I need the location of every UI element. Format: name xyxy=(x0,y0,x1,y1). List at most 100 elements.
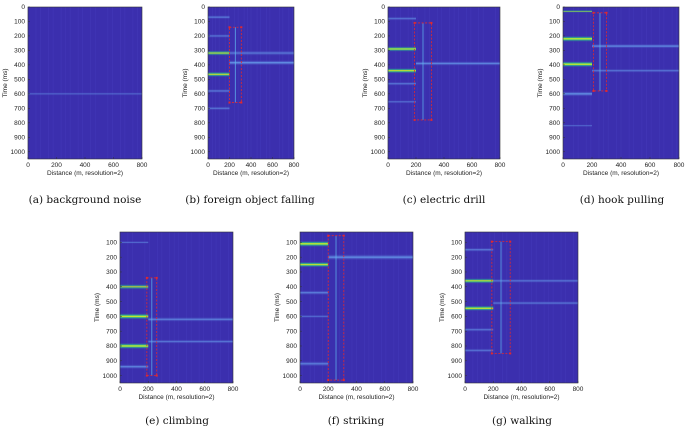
y-tick-label: 100 xyxy=(549,19,560,26)
y-axis-label: Time (ms) xyxy=(439,293,446,322)
x-axis-label: Distance (m, resolution=2) xyxy=(138,394,214,401)
intensity-band xyxy=(229,59,294,66)
x-axis-label: Distance (m, resolution=2) xyxy=(47,170,123,177)
annotation-box xyxy=(414,22,432,121)
panel-f: 0 200 400 600 800 100 200 300 400 500 600 700 800 900… xyxy=(274,231,419,427)
y-tick-label: 700 xyxy=(106,328,117,335)
panel-caption: (g) walking xyxy=(492,415,552,427)
panel-g: 0 200 400 600 800 100 200 300 400 500 600 700 800 900… xyxy=(439,231,584,427)
y-tick-label: 0 xyxy=(381,4,385,11)
x-tick-label: 800 xyxy=(573,386,584,393)
annotation-box xyxy=(146,277,158,376)
panel-b: 0 200 400 600 800 0 100 200 300 400 500 600 700 800 90… xyxy=(182,4,315,206)
x-tick-label: 0 xyxy=(206,162,210,169)
intensity-band xyxy=(208,88,230,94)
panel-caption: (a) background noise xyxy=(29,194,142,206)
annotation-corner xyxy=(490,240,493,243)
y-tick-label: 500 xyxy=(374,77,385,84)
x-tick-label: 0 xyxy=(561,162,565,169)
x-tick-label: 200 xyxy=(224,162,235,169)
intensity-band xyxy=(328,253,413,261)
annotation-corner xyxy=(327,234,330,237)
y-axis-label: Time (ms) xyxy=(94,293,101,322)
y-tick-label: 600 xyxy=(194,91,205,98)
x-tick-label: 800 xyxy=(289,162,300,169)
y-tick-label: 1000 xyxy=(371,149,386,156)
annotation-corner xyxy=(155,374,158,377)
x-tick-label: 200 xyxy=(411,162,422,169)
y-tick-label: 500 xyxy=(194,77,205,84)
x-axis-label: Distance (m, resolution=2) xyxy=(583,170,659,177)
y-tick-label: 1000 xyxy=(11,149,26,156)
annotation-box xyxy=(229,26,242,103)
annotation-corner xyxy=(228,26,231,29)
y-tick-label: 800 xyxy=(194,120,205,127)
intensity-band xyxy=(300,261,329,268)
x-axis-label: Distance (m, resolution=2) xyxy=(318,394,394,401)
y-tick-label: 600 xyxy=(451,314,462,321)
annotation-box xyxy=(491,241,511,354)
y-axis-label: Time (ms) xyxy=(537,68,544,97)
annotation-corner xyxy=(592,89,595,92)
x-tick-label: 400 xyxy=(351,386,362,393)
x-tick-label: 800 xyxy=(408,386,419,393)
y-tick-label: 100 xyxy=(194,19,205,26)
y-tick-label: 300 xyxy=(549,48,560,55)
y-axis-label: Time (ms) xyxy=(182,68,189,97)
y-tick-label: 600 xyxy=(286,314,297,321)
y-tick-label: 100 xyxy=(106,240,117,247)
heatmap-background xyxy=(120,232,233,383)
y-tick-label: 200 xyxy=(451,254,462,261)
intensity-band xyxy=(563,9,592,13)
annotation-corner xyxy=(605,11,608,14)
annotation-corner xyxy=(155,276,158,279)
intensity-band xyxy=(120,240,149,244)
y-tick-label: 0 xyxy=(21,4,25,11)
x-tick-label: 400 xyxy=(246,162,257,169)
y-tick-label: 900 xyxy=(549,134,560,141)
y-tick-label: 500 xyxy=(549,77,560,84)
x-tick-label: 0 xyxy=(298,386,302,393)
annotation-corner xyxy=(509,352,512,355)
intensity-band xyxy=(592,68,679,73)
heatmap-background xyxy=(28,7,142,159)
y-tick-label: 0 xyxy=(556,4,560,11)
annotation-corner xyxy=(605,89,608,92)
annotation-box xyxy=(327,235,345,381)
intensity-band xyxy=(388,16,416,21)
intensity-band xyxy=(208,14,230,20)
annotation-corner xyxy=(145,374,148,377)
y-tick-label: 900 xyxy=(451,358,462,365)
y-axis-label: Time (ms) xyxy=(274,293,281,322)
annotation-corner xyxy=(240,101,243,104)
y-tick-label: 100 xyxy=(451,240,462,247)
annotation-corner xyxy=(592,11,595,14)
y-tick-label: 700 xyxy=(451,328,462,335)
y-tick-label: 600 xyxy=(14,91,25,98)
intensity-band xyxy=(465,327,494,332)
intensity-band xyxy=(120,364,149,370)
y-tick-label: 300 xyxy=(451,269,462,276)
y-tick-label: 100 xyxy=(14,19,25,26)
annotation-corner xyxy=(430,118,433,121)
x-tick-label: 200 xyxy=(488,386,499,393)
y-tick-label: 400 xyxy=(374,62,385,69)
x-tick-label: 0 xyxy=(26,162,30,169)
x-tick-label: 400 xyxy=(80,162,91,169)
intensity-band xyxy=(563,60,592,68)
y-tick-label: 500 xyxy=(14,77,25,84)
intensity-band xyxy=(300,240,329,248)
intensity-band xyxy=(300,360,329,367)
y-tick-label: 400 xyxy=(194,62,205,69)
y-tick-label: 800 xyxy=(14,120,25,127)
y-tick-label: 900 xyxy=(106,358,117,365)
y-tick-label: 400 xyxy=(549,62,560,69)
intensity-band xyxy=(592,43,679,49)
intensity-band xyxy=(465,277,494,284)
x-tick-label: 600 xyxy=(379,386,390,393)
y-tick-label: 1000 xyxy=(283,373,298,380)
intensity-band xyxy=(300,290,329,296)
y-tick-label: 700 xyxy=(549,106,560,113)
y-tick-label: 900 xyxy=(194,134,205,141)
y-tick-label: 1000 xyxy=(103,373,118,380)
